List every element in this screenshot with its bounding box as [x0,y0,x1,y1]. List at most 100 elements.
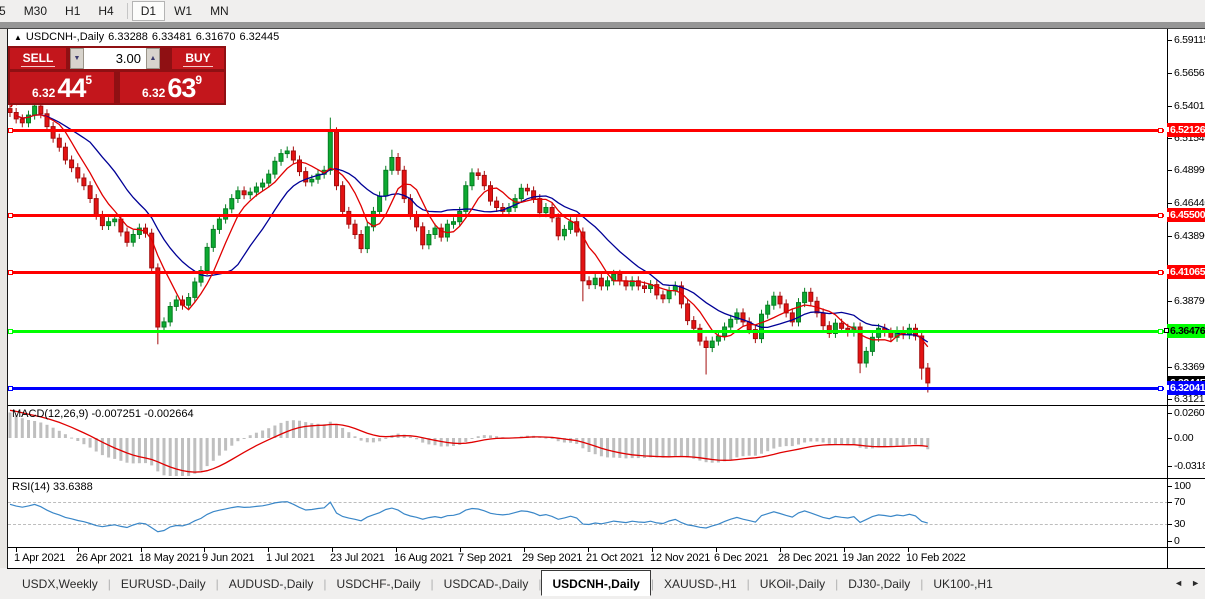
tabs-next-icon[interactable]: ► [1191,578,1200,588]
rsi-tick-mark [1168,541,1172,542]
buy-price-display[interactable]: 6.32 63 9 [120,72,224,103]
hline-left-handle[interactable] [8,329,13,334]
price-tick-label: 6.46440 [1174,197,1205,209]
chart-tab-dj30-daily[interactable]: DJ30-,Daily [848,577,911,591]
timeframe-button-mn[interactable]: MN [210,4,229,18]
date-label: 1 Jul 2021 [266,552,315,564]
collapse-triangle-icon[interactable]: ▲ [14,33,22,42]
date-label: 18 May 2021 [139,552,201,564]
tab-separator: | [215,577,219,591]
tabs-prev-icon[interactable]: ◄ [1174,578,1184,588]
hline-price-label: 6.32041 [1164,381,1205,395]
horizontal-line-6.32041[interactable] [8,387,1168,390]
tab-separator: | [835,577,839,591]
hline-left-handle[interactable] [8,270,13,275]
buy-button[interactable]: BUY [172,48,224,69]
date-label: 12 Nov 2021 [650,552,711,564]
date-tick-mark [524,548,525,552]
hline-price-label: 6.36476 [1164,324,1205,338]
timeframe-button-h1[interactable]: H1 [65,4,81,18]
chart-tab-audusd-daily[interactable]: AUDUSD-,Daily [228,577,314,591]
hline-label-anchor [1164,127,1169,132]
chart-tab-usdchf-daily[interactable]: USDCHF-,Daily [336,577,421,591]
date-tick-mark [844,548,845,552]
macd-axis-label: -0.03187 [1174,460,1205,472]
chart-tab-ukoil-daily[interactable]: UKOil-,Daily [759,577,826,591]
hline-right-handle[interactable] [1158,128,1163,133]
macd-rsi-splitter[interactable] [7,478,1205,479]
hline-left-handle[interactable] [8,128,13,133]
volume-input[interactable] [84,48,146,69]
rsi-label-row: RSI(14) 33.6388 [12,481,93,493]
date-axis[interactable]: 1 Apr 2021 26 Apr 2021 18 May 2021 9 Jun 20… [8,548,1205,568]
hline-label-anchor [1164,385,1169,390]
date-label: 23 Jul 2021 [330,552,385,564]
date-label: 28 Dec 2021 [778,552,839,564]
tab-separator: | [920,577,924,591]
horizontal-line-6.45500[interactable] [8,214,1168,217]
candlestick-plot[interactable] [8,29,1168,405]
date-label: 9 Jun 2021 [202,552,255,564]
macd-tick-mark [1168,466,1172,467]
rsi-axis-label: 0 [1174,535,1180,547]
tab-separator: | [323,577,327,591]
tab-separator: | [538,577,542,591]
macd-title: MACD(12,26,9) [12,408,89,420]
macd-label-row: MACD(12,26,9) -0.007251 -0.002664 [12,408,194,420]
date-label: 21 Oct 2021 [586,552,644,564]
timeframe-button-d1[interactable]: D1 [131,1,166,21]
chart-tab-uk100-h1[interactable]: UK100-,H1 [933,577,993,591]
rsi-tick-mark [1168,502,1172,503]
date-tick-mark [588,548,589,552]
sell-price-big: 44 [57,73,86,103]
horizontal-line-6.52126[interactable] [8,129,1168,132]
rsi-plot[interactable] [8,479,1168,547]
tab-separator: | [746,577,750,591]
hline-label-anchor [1164,212,1169,217]
sell-price-display[interactable]: 6.32 44 5 [10,72,114,103]
hline-right-handle[interactable] [1158,329,1163,334]
horizontal-line-6.41065[interactable] [8,271,1168,274]
date-tick-mark [16,548,17,552]
price-axis-border [1167,29,1168,568]
hline-price-label: 6.45500 [1164,208,1205,222]
chart-tab-usdx-weekly[interactable]: USDX,Weekly [22,577,98,591]
date-label: 16 Aug 2021 [394,552,454,564]
date-tick-mark [78,548,79,552]
horizontal-line-6.36476[interactable] [8,330,1168,333]
chart-tab-usdcnh-daily[interactable]: USDCNH-,Daily [541,569,651,596]
buy-price-sup: 9 [195,73,203,87]
price-tick-mark [1168,170,1172,171]
chart-tab-eurusd-daily[interactable]: EURUSD-,Daily [120,577,206,591]
chart-symbol-title: USDCNH-,Daily [25,31,105,43]
timeframe-button-5[interactable]: 5 [0,4,6,18]
price-tick-label: 6.54015 [1174,100,1205,112]
tab-separator: | [107,577,111,591]
hline-right-handle[interactable] [1158,213,1163,218]
hline-left-handle[interactable] [8,213,13,218]
main-macd-splitter[interactable] [7,405,1205,406]
macd-plot[interactable] [8,406,1168,477]
hline-left-handle[interactable] [8,386,13,391]
chart-tab-usdcad-daily[interactable]: USDCAD-,Daily [443,577,529,591]
date-tick-mark [716,548,717,552]
price-tick-mark [1168,40,1172,41]
volume-decrease-button[interactable]: ▼ [70,48,84,69]
volume-increase-button[interactable]: ▲ [146,48,160,69]
ohlc-open: 6.33288 [108,31,148,43]
timeframe-button-h4[interactable]: H4 [98,4,114,18]
hline-right-handle[interactable] [1158,270,1163,275]
sell-button[interactable]: SELL [10,48,66,69]
timeframe-button-m30[interactable]: M30 [23,4,48,18]
timeframe-button-w1[interactable]: W1 [174,4,193,18]
price-tick-label: 6.31215 [1174,393,1205,405]
rsi-value: 33.6388 [52,481,93,493]
rsi-dateaxis-separator [7,547,1205,548]
tab-separator: | [650,577,654,591]
hline-right-handle[interactable] [1158,386,1163,391]
chart-tab-xauusd-h1[interactable]: XAUUSD-,H1 [663,577,737,591]
sell-price-sup: 5 [85,73,93,87]
chart-title-row: ▲ USDCNH-,Daily 6.33288 6.33481 6.31670 6.324… [14,31,283,43]
rsi-tick-mark [1168,524,1172,525]
price-tick-mark [1168,73,1172,74]
